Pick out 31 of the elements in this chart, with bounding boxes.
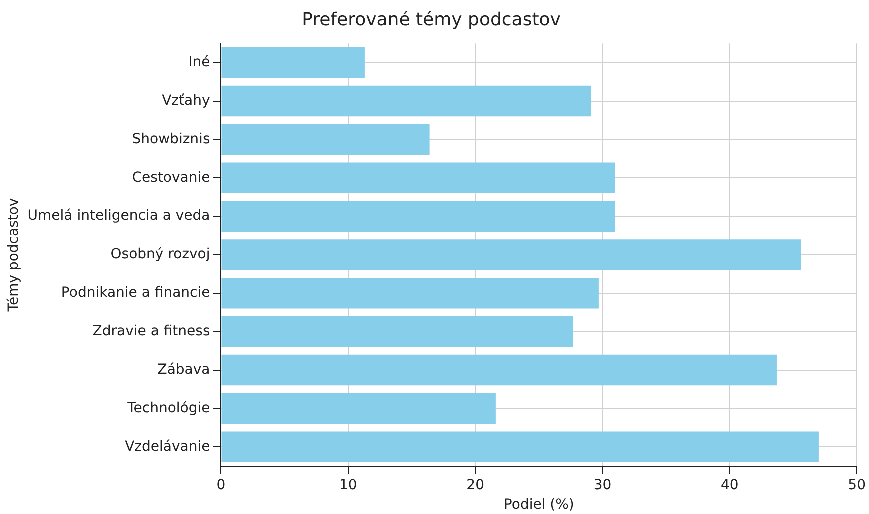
- x-tick-label: 10: [340, 477, 358, 494]
- y-axis-title: Témy podcastov: [6, 198, 22, 313]
- x-tick-label: 0: [216, 477, 226, 494]
- x-tick-label: 30: [594, 477, 612, 494]
- x-tick-label: 50: [848, 477, 866, 494]
- bar: [222, 316, 574, 348]
- bar: [222, 393, 496, 424]
- bar: [222, 201, 616, 232]
- x-axis-title: Podiel (%): [504, 497, 574, 514]
- y-tick-label: Iné: [188, 54, 210, 70]
- y-tick-label: Vzťahy: [162, 92, 210, 109]
- bar: [222, 162, 616, 194]
- bar: [222, 240, 802, 270]
- bar: [222, 124, 430, 156]
- y-tick-label: Zábava: [158, 362, 210, 378]
- y-tick-label: Podnikanie a financie: [61, 285, 210, 302]
- y-tick-label: Showbiznis: [132, 131, 210, 148]
- x-tick-label: 40: [721, 477, 739, 494]
- y-tick-label: Zdravie a fitness: [92, 324, 210, 340]
- x-tick-label: 20: [466, 477, 484, 494]
- bar: [222, 47, 365, 78]
- y-tick-label: Umelá inteligencia a veda: [28, 208, 210, 224]
- y-tick-label: Technológie: [126, 400, 210, 416]
- bar: [222, 432, 819, 463]
- bar: [222, 86, 592, 117]
- y-tick-label: Vzdelávanie: [125, 438, 210, 455]
- bar: [222, 278, 599, 309]
- y-tick-label: Cestovanie: [132, 170, 210, 186]
- bar: [222, 354, 777, 386]
- y-tick-label: Osobný rozvoj: [110, 246, 210, 263]
- chart-title: Preferované témy podcastov: [302, 9, 562, 30]
